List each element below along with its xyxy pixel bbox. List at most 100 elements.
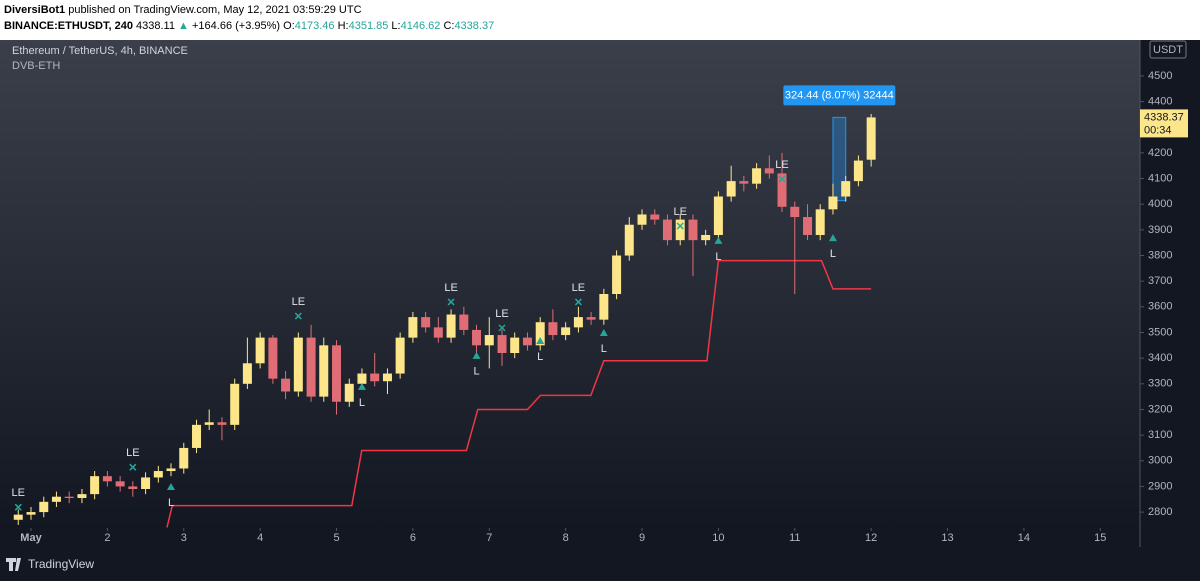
y-tick-label: 3700 <box>1148 275 1172 287</box>
candle-body <box>777 173 787 207</box>
y-tick-label: 3100 <box>1148 429 1172 441</box>
y-tick-label: 3900 <box>1148 224 1172 236</box>
y-tick-label: 3500 <box>1148 326 1172 338</box>
ohlc-key: O: <box>283 20 295 32</box>
candle-body <box>803 217 813 235</box>
publish-line: DiversiBot1 published on TradingView.com… <box>4 4 362 16</box>
y-tick-label: 4100 <box>1148 172 1172 184</box>
candle-body <box>306 337 316 397</box>
stop-line <box>166 259 872 528</box>
candle-body <box>497 335 507 354</box>
signal-label: LE <box>444 282 457 294</box>
candle-body <box>255 337 265 364</box>
candle-body <box>828 196 838 210</box>
candle-body <box>662 219 672 241</box>
candle-body <box>484 335 494 346</box>
candle-body <box>446 314 456 338</box>
candle-body <box>344 383 354 402</box>
candle-body <box>268 337 278 379</box>
candle-body <box>217 422 227 425</box>
signal-triangle <box>714 236 723 244</box>
x-tick-label: 7 <box>486 532 492 544</box>
signal-label: LE <box>775 159 788 171</box>
quote-line: BINANCE:ETHUSDT, 240 4338.11 ▲ +164.66 (… <box>4 20 494 32</box>
published: published on TradingView.com, May 12, 20… <box>68 4 362 16</box>
signal-triangle <box>357 382 366 390</box>
ohlc-key: L: <box>391 20 401 32</box>
candle-body <box>192 424 202 448</box>
candle-body <box>752 168 762 184</box>
plot-bg <box>0 40 1140 528</box>
x-tick-label: 12 <box>865 532 877 544</box>
candle-body <box>128 486 138 490</box>
candle-body <box>701 234 711 241</box>
candle-body <box>624 224 634 256</box>
x-tick-label: 3 <box>181 532 187 544</box>
candle-body <box>179 447 189 469</box>
signal-triangle <box>472 351 481 359</box>
x-tick-label: 6 <box>410 532 416 544</box>
candle-body <box>242 363 252 384</box>
measure-label: 324.44 (8.07%) 32444 <box>785 89 894 101</box>
y-tick-label: 4200 <box>1148 147 1172 159</box>
brand: TradingView <box>28 557 95 571</box>
chart-title: Ethereum / TetherUS, 4h, BINANCE <box>12 45 188 57</box>
x-tick-label: 14 <box>1018 532 1030 544</box>
countdown: 00:34 <box>1144 124 1172 136</box>
signal-label: LE <box>495 308 508 320</box>
chart: Ethereum / TetherUS, 4h, BINANCE DVB-ETH… <box>0 40 1200 547</box>
candle-body <box>866 117 876 160</box>
candle-body <box>637 214 647 225</box>
ohlc-key: H: <box>337 20 349 32</box>
signal-cross <box>294 312 302 320</box>
currency: USDT <box>1153 44 1183 56</box>
ohlc-val: 4173.46 <box>294 20 335 32</box>
y-tick-label: 3600 <box>1148 301 1172 313</box>
y-tick-label: 4000 <box>1148 198 1172 210</box>
signal-label: L <box>359 397 365 409</box>
signal-label: LE <box>292 296 305 308</box>
candle-body <box>459 314 469 330</box>
signal-label: LE <box>673 206 686 218</box>
candle-body <box>51 496 61 502</box>
candle-body <box>90 476 100 495</box>
candle-body <box>230 383 240 425</box>
signal-label: L <box>168 497 174 509</box>
candle-body <box>382 373 392 382</box>
candle-body <box>26 512 36 515</box>
candle-body <box>713 196 723 235</box>
signal-label: L <box>601 343 607 355</box>
signal-label: LE <box>126 447 139 459</box>
ohlc-val: 4146.62 <box>400 20 441 32</box>
signal-cross <box>129 463 137 471</box>
candle-body <box>535 322 545 346</box>
signal-cross <box>778 175 786 183</box>
candle-body <box>357 373 367 384</box>
candle-body <box>141 477 151 490</box>
signal-label: LE <box>572 282 585 294</box>
x-tick-label: 4 <box>257 532 263 544</box>
candle-body <box>115 481 125 487</box>
price-box <box>1140 109 1188 138</box>
candle-body <box>77 494 87 498</box>
candle-body <box>421 317 431 328</box>
candle-body <box>13 514 23 520</box>
y-tick-label: 3200 <box>1148 403 1172 415</box>
signal-cross <box>14 503 22 511</box>
x-tick-label: 11 <box>789 532 800 544</box>
candle-body <box>293 337 303 392</box>
y-tick-label: 2900 <box>1148 480 1172 492</box>
candle-body <box>841 181 851 197</box>
y-tick-label: 3300 <box>1148 378 1172 390</box>
candle-body <box>853 160 863 182</box>
x-tick-label: 5 <box>333 532 339 544</box>
signal-cross <box>498 324 506 332</box>
time-axis <box>0 528 1140 547</box>
ohlc-key: C: <box>443 20 455 32</box>
y-tick-label: 4400 <box>1148 95 1172 107</box>
publisher: DiversiBot1 <box>4 4 66 16</box>
indicator-name: DVB-ETH <box>12 60 60 72</box>
candle-body <box>815 209 825 235</box>
candle-body <box>573 317 583 328</box>
candle-body <box>650 214 660 220</box>
